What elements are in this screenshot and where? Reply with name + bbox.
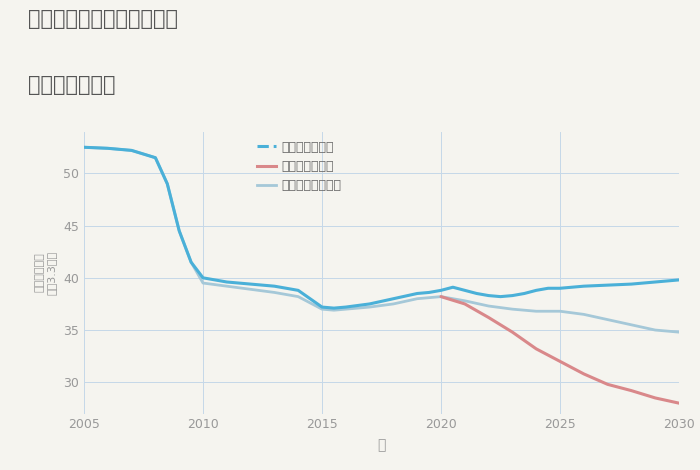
ノーマルシナリオ (532, 308, 540, 314)
グッドシナリオ (104, 146, 112, 151)
ノーマルシナリオ (675, 329, 683, 335)
グッドシナリオ (627, 281, 636, 287)
グッドシナリオ (151, 155, 160, 161)
バッドシナリオ (651, 395, 659, 401)
Line: バッドシナリオ: バッドシナリオ (441, 297, 679, 403)
ノーマルシナリオ (223, 283, 231, 289)
グッドシナリオ (449, 284, 457, 290)
グッドシナリオ (508, 293, 517, 298)
グッドシナリオ (473, 290, 481, 296)
バッドシナリオ (508, 329, 517, 335)
グッドシナリオ (318, 304, 326, 310)
バッドシナリオ (484, 315, 493, 321)
グッドシナリオ (270, 283, 279, 289)
ノーマルシナリオ (163, 181, 172, 187)
グッドシナリオ (675, 277, 683, 283)
ノーマルシナリオ (580, 312, 588, 317)
Text: 土地の価格推移: 土地の価格推移 (28, 75, 116, 95)
グッドシナリオ (80, 144, 88, 150)
グッドシナリオ (330, 306, 338, 311)
ノーマルシナリオ (187, 259, 195, 265)
バッドシナリオ (580, 371, 588, 377)
ノーマルシナリオ (175, 228, 183, 234)
バッドシナリオ (603, 382, 612, 387)
ノーマルシナリオ (342, 306, 350, 312)
グッドシナリオ (342, 304, 350, 310)
バッドシナリオ (675, 400, 683, 406)
グッドシナリオ (175, 228, 183, 234)
グッドシナリオ (294, 288, 302, 293)
ノーマルシナリオ (461, 298, 469, 304)
グッドシナリオ (461, 288, 469, 293)
バッドシナリオ (437, 294, 445, 299)
バッドシナリオ (532, 346, 540, 352)
グッドシナリオ (389, 296, 398, 302)
グッドシナリオ (544, 285, 552, 291)
グッドシナリオ (484, 293, 493, 298)
ノーマルシナリオ (199, 280, 207, 286)
ノーマルシナリオ (330, 307, 338, 313)
ノーマルシナリオ (425, 295, 433, 300)
ノーマルシナリオ (151, 155, 160, 161)
ノーマルシナリオ (413, 296, 421, 302)
X-axis label: 年: 年 (377, 439, 386, 453)
グッドシナリオ (651, 279, 659, 285)
ノーマルシナリオ (270, 290, 279, 295)
ノーマルシナリオ (508, 306, 517, 312)
ノーマルシナリオ (246, 287, 255, 292)
Text: 奈良県奈良市富雄泉ヶ丘の: 奈良県奈良市富雄泉ヶ丘の (28, 9, 178, 30)
ノーマルシナリオ (437, 294, 445, 299)
Legend: グッドシナリオ, バッドシナリオ, ノーマルシナリオ: グッドシナリオ, バッドシナリオ, ノーマルシナリオ (257, 141, 342, 192)
グッドシナリオ (199, 275, 207, 281)
グッドシナリオ (246, 281, 255, 287)
グッドシナリオ (520, 290, 528, 296)
ノーマルシナリオ (556, 308, 564, 314)
グッドシナリオ (223, 279, 231, 285)
グッドシナリオ (556, 285, 564, 291)
グッドシナリオ (163, 181, 172, 187)
ノーマルシナリオ (104, 146, 112, 151)
ノーマルシナリオ (389, 301, 398, 307)
バッドシナリオ (461, 301, 469, 307)
グッドシナリオ (437, 288, 445, 293)
Line: ノーマルシナリオ: ノーマルシナリオ (84, 147, 679, 332)
ノーマルシナリオ (80, 144, 88, 150)
グッドシナリオ (127, 148, 136, 153)
グッドシナリオ (425, 290, 433, 295)
バッドシナリオ (556, 359, 564, 364)
ノーマルシナリオ (651, 327, 659, 333)
ノーマルシナリオ (127, 148, 136, 153)
グッドシナリオ (365, 301, 374, 307)
バッドシナリオ (627, 388, 636, 393)
Line: グッドシナリオ: グッドシナリオ (84, 147, 679, 308)
グッドシナリオ (580, 283, 588, 289)
グッドシナリオ (496, 294, 505, 299)
ノーマルシナリオ (603, 317, 612, 322)
ノーマルシナリオ (484, 303, 493, 309)
グッドシナリオ (603, 282, 612, 288)
グッドシナリオ (532, 288, 540, 293)
ノーマルシナリオ (318, 306, 326, 312)
ノーマルシナリオ (365, 304, 374, 310)
Y-axis label: 単価（万円）
坪（3.3㎡）: 単価（万円） 坪（3.3㎡） (34, 251, 56, 295)
グッドシナリオ (413, 290, 421, 296)
グッドシナリオ (187, 259, 195, 265)
ノーマルシナリオ (627, 322, 636, 328)
ノーマルシナリオ (294, 294, 302, 299)
